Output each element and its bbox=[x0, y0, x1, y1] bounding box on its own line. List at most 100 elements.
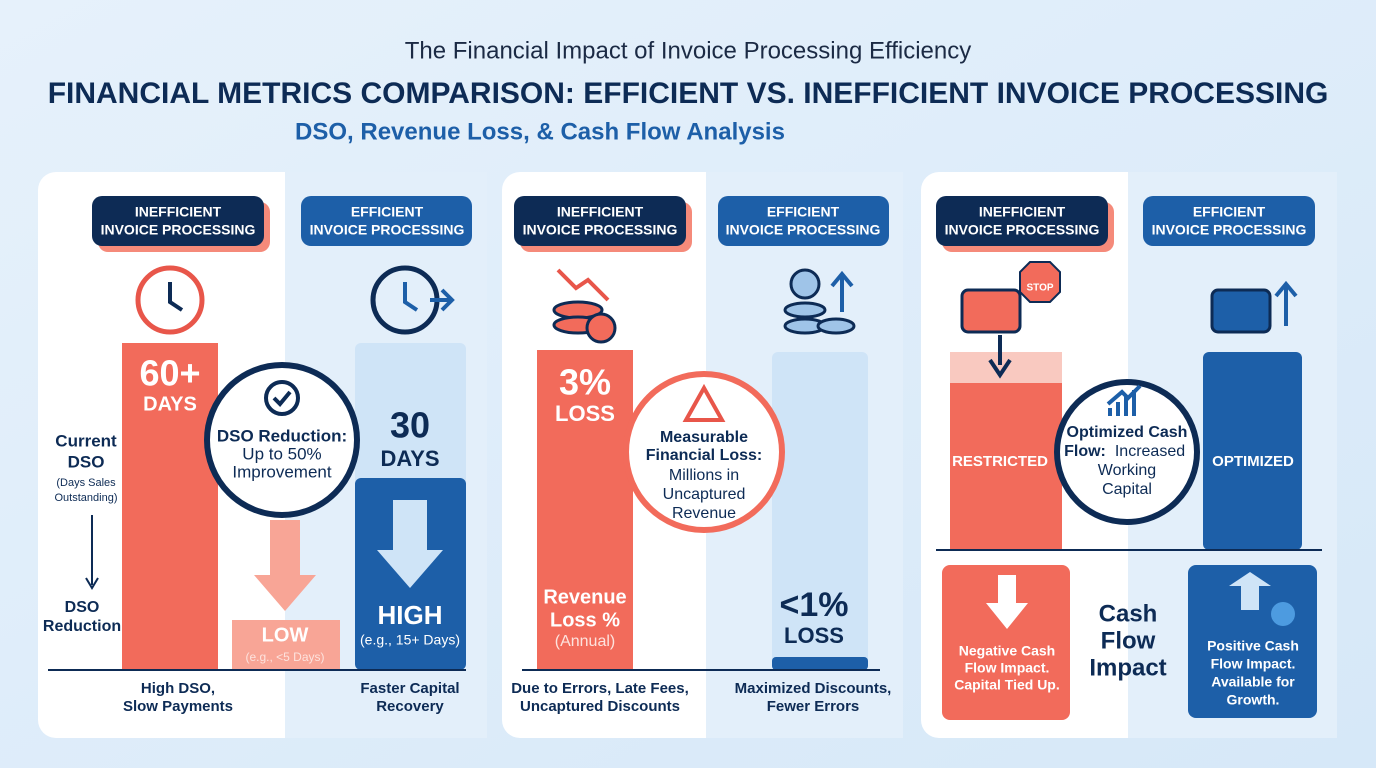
callout-circle bbox=[623, 371, 785, 533]
bar-value: 3% bbox=[559, 362, 611, 403]
badge-text: INVOICE PROCESSING bbox=[101, 222, 256, 238]
caption: High DSO, bbox=[141, 680, 215, 697]
badge-text: INEFFICIENT bbox=[557, 204, 644, 220]
center-label: Cash bbox=[1099, 600, 1158, 627]
callout-text: Increased bbox=[1115, 443, 1185, 460]
callout-text: Working bbox=[1098, 462, 1156, 479]
axis-arrow bbox=[85, 515, 99, 590]
bar-label: RESTRICTED bbox=[952, 453, 1048, 470]
coins-icon bbox=[816, 317, 856, 335]
badge-text: EFFICIENT bbox=[767, 204, 840, 220]
badge bbox=[514, 196, 686, 246]
texts: The Financial Impact of Invoice Processi… bbox=[43, 37, 1328, 715]
warning-icon bbox=[682, 383, 726, 422]
check-icon bbox=[264, 380, 300, 416]
box-text: Capital Tied Up. bbox=[954, 677, 1060, 693]
box-text: Flow Impact. bbox=[965, 660, 1050, 676]
stop-text: STOP bbox=[1026, 283, 1053, 294]
axis-note: (Days Sales bbox=[56, 477, 116, 489]
supertitle: The Financial Impact of Invoice Processi… bbox=[405, 37, 971, 64]
callout-text: Improvement bbox=[232, 462, 331, 481]
decline-arrow bbox=[556, 268, 610, 302]
up-arrow bbox=[830, 270, 854, 312]
callout-title: Optimized Cash bbox=[1067, 424, 1188, 441]
low-label: LOW bbox=[262, 624, 309, 646]
callout-title: Measurable bbox=[660, 429, 748, 446]
callout-title: DSO Reduction: bbox=[217, 426, 347, 445]
bar-note: (Annual) bbox=[555, 633, 615, 650]
bar-label: Loss % bbox=[550, 609, 620, 631]
badge-text: EFFICIENT bbox=[1193, 204, 1266, 220]
callout-circle bbox=[1054, 379, 1200, 525]
callout-circle bbox=[204, 362, 360, 518]
callout-text: Millions in bbox=[669, 467, 739, 484]
wallet-icon bbox=[960, 288, 1022, 334]
badge bbox=[301, 196, 472, 246]
badge bbox=[1143, 196, 1315, 246]
high-label: HIGH bbox=[378, 600, 443, 630]
impact-box bbox=[942, 565, 1070, 720]
subtitle: DSO, Revenue Loss, & Cash Flow Analysis bbox=[295, 118, 785, 145]
shapes bbox=[48, 196, 1322, 720]
box-text: Negative Cash bbox=[959, 643, 1055, 659]
axis-label: Current bbox=[55, 431, 117, 450]
check-icon bbox=[789, 268, 821, 300]
callout-title: Flow: bbox=[1064, 443, 1106, 460]
bar-label: OPTIMIZED bbox=[1212, 453, 1294, 470]
center-label: Impact bbox=[1089, 654, 1166, 681]
low-note: (e.g., <5 Days) bbox=[245, 650, 324, 664]
x-icon bbox=[585, 312, 617, 344]
callout-text: Up to 50% bbox=[242, 444, 321, 463]
wallet-icon bbox=[1210, 288, 1272, 334]
down-arrow bbox=[988, 335, 1012, 379]
bar bbox=[772, 657, 868, 670]
up-arrow bbox=[1229, 572, 1271, 610]
coin-icon bbox=[1271, 602, 1295, 626]
caption: Faster Capital bbox=[360, 680, 459, 697]
badge bbox=[936, 196, 1108, 246]
title: FINANCIAL METRICS COMPARISON: EFFICIENT … bbox=[48, 77, 1329, 110]
clock-icon bbox=[135, 265, 205, 335]
bar bbox=[122, 343, 218, 670]
callout-title: Financial Loss: bbox=[646, 447, 762, 464]
center-label: Flow bbox=[1101, 627, 1156, 654]
box-text: Positive Cash bbox=[1207, 638, 1299, 654]
stop-sign bbox=[1019, 261, 1061, 303]
callout-text: Capital bbox=[1102, 481, 1152, 498]
clock-hands bbox=[403, 282, 455, 312]
bar-unit: DAYS bbox=[143, 393, 197, 415]
low-box bbox=[232, 620, 340, 670]
box-text: Flow Impact. bbox=[1211, 656, 1296, 672]
badge-text: INEFFICIENT bbox=[979, 204, 1066, 220]
bar-unit: LOSS bbox=[555, 401, 615, 426]
bar-label: Revenue bbox=[543, 586, 626, 608]
box-text: Growth. bbox=[1227, 692, 1280, 708]
bar bbox=[537, 350, 633, 670]
down-arrow bbox=[986, 575, 1028, 629]
bar-value: 60+ bbox=[139, 353, 200, 394]
bar bbox=[1203, 352, 1302, 550]
down-arrow bbox=[254, 520, 316, 611]
caption: Recovery bbox=[376, 698, 444, 715]
unit: LOSS bbox=[784, 623, 844, 648]
callout-text: Uncaptured bbox=[663, 486, 746, 503]
caption: Maximized Discounts, bbox=[735, 680, 892, 697]
badge-text: INVOICE PROCESSING bbox=[1152, 222, 1307, 238]
badge-text: EFFICIENT bbox=[351, 204, 424, 220]
badge-text: INEFFICIENT bbox=[135, 204, 222, 220]
caption: Uncaptured Discounts bbox=[520, 698, 680, 715]
coins-icon bbox=[783, 301, 827, 319]
caption: Due to Errors, Late Fees, bbox=[511, 680, 689, 697]
high-note: (e.g., 15+ Days) bbox=[360, 632, 460, 648]
unit: DAYS bbox=[380, 446, 439, 471]
badge-text: INVOICE PROCESSING bbox=[945, 222, 1100, 238]
caption: Slow Payments bbox=[123, 698, 233, 715]
axis-label: Reduction bbox=[43, 618, 121, 635]
bar bbox=[950, 383, 1062, 550]
clock-hands bbox=[168, 282, 184, 312]
box-text: Available for bbox=[1211, 674, 1295, 690]
badge bbox=[718, 196, 889, 246]
axis-note: Outstanding) bbox=[55, 492, 118, 504]
